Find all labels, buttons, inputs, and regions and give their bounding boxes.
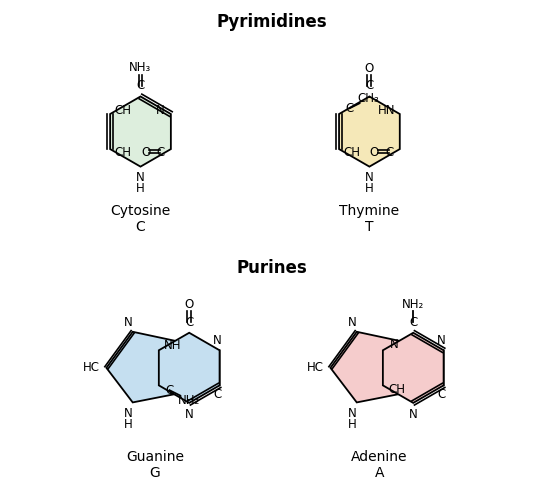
Text: C: C (345, 102, 354, 115)
Text: HC: HC (83, 361, 100, 374)
Text: T: T (365, 220, 374, 234)
Text: N: N (348, 407, 356, 419)
Text: CH: CH (343, 146, 360, 159)
Text: Cytosine: Cytosine (110, 204, 171, 218)
Text: G: G (150, 466, 160, 480)
Text: N: N (136, 171, 145, 184)
Text: NH₂: NH₂ (402, 298, 424, 311)
Text: Purines: Purines (237, 259, 307, 277)
Text: NH₂: NH₂ (178, 395, 200, 408)
Text: N: N (409, 408, 418, 421)
Text: N: N (390, 338, 399, 351)
Text: NH: NH (164, 339, 181, 352)
Polygon shape (110, 96, 171, 166)
Polygon shape (107, 332, 220, 403)
Text: N: N (213, 334, 221, 347)
Text: H: H (348, 418, 356, 431)
Text: HN: HN (379, 104, 396, 117)
Text: NH₃: NH₃ (129, 61, 152, 74)
Text: CH: CH (114, 104, 131, 117)
Text: Pyrimidines: Pyrimidines (217, 13, 327, 31)
Text: Adenine: Adenine (351, 450, 407, 464)
Text: CH: CH (388, 383, 405, 396)
Text: N: N (185, 408, 194, 421)
Text: N: N (365, 171, 374, 184)
Text: Thymine: Thymine (339, 204, 399, 218)
Text: CH: CH (114, 147, 131, 160)
Text: C: C (185, 316, 193, 329)
Text: N: N (348, 316, 356, 329)
Text: C: C (137, 80, 145, 92)
Text: C: C (365, 80, 374, 92)
Text: O: O (141, 147, 150, 160)
Text: Guanine: Guanine (126, 450, 184, 464)
Text: C: C (409, 316, 417, 329)
Text: O: O (370, 147, 379, 160)
Text: HC: HC (307, 361, 324, 374)
Text: C: C (165, 384, 174, 397)
Text: C: C (213, 388, 221, 401)
Text: N: N (156, 104, 164, 117)
Text: H: H (136, 181, 145, 194)
Text: CH₃: CH₃ (357, 92, 379, 105)
Text: C: C (135, 220, 145, 234)
Text: H: H (123, 418, 132, 431)
Polygon shape (339, 96, 400, 166)
Text: N: N (123, 407, 132, 419)
Text: N: N (123, 316, 132, 329)
Text: C: C (385, 147, 393, 160)
Polygon shape (159, 333, 220, 403)
Text: C: C (437, 388, 446, 401)
Text: C: C (156, 147, 164, 160)
Polygon shape (383, 333, 443, 403)
Text: O: O (365, 62, 374, 75)
Polygon shape (330, 332, 443, 403)
Text: A: A (374, 466, 384, 480)
Text: N: N (437, 334, 446, 347)
Text: O: O (184, 298, 194, 311)
Text: H: H (365, 181, 374, 194)
